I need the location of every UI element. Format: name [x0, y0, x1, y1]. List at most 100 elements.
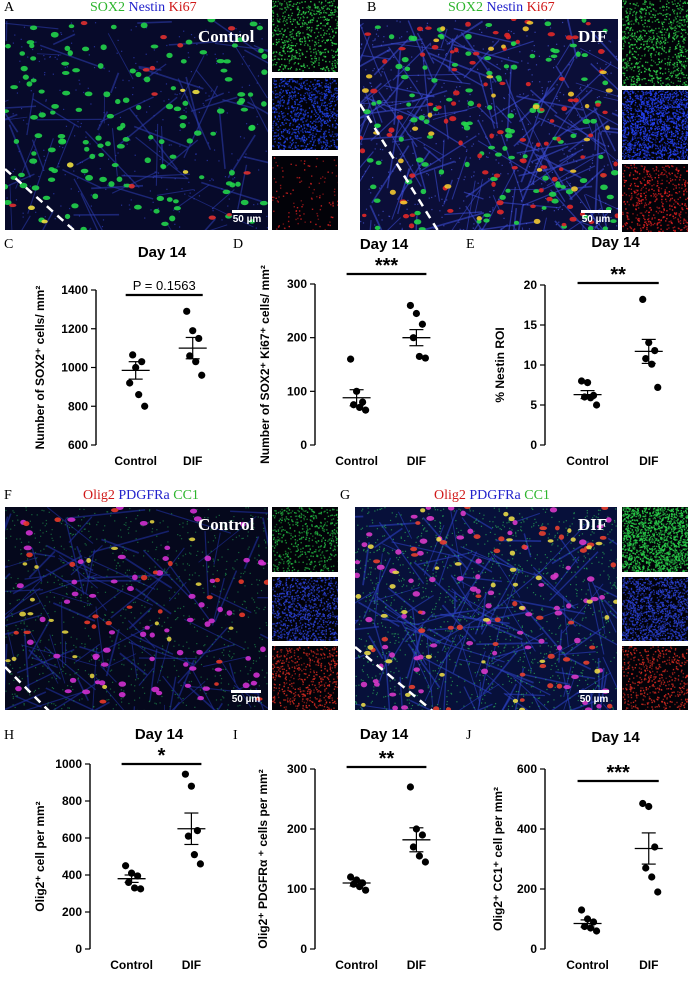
data-point — [577, 377, 586, 385]
y-tick-label: 1200 — [61, 322, 88, 336]
scale-bar-g: 50 µm — [574, 690, 614, 705]
y-tick-label: 600 — [62, 831, 82, 845]
thumb-g-red — [622, 646, 688, 710]
panel-letter-h: H — [4, 728, 15, 743]
data-point — [406, 301, 414, 310]
micrograph-texture — [5, 19, 268, 230]
y-tick-label: 600 — [68, 438, 88, 452]
data-point — [135, 391, 143, 399]
thumb-f-green — [272, 507, 338, 572]
y-tick-label: 0 — [300, 438, 307, 452]
data-point — [654, 888, 662, 896]
chart-title: Day 14 — [591, 729, 640, 746]
channel-thumbnail — [272, 577, 338, 641]
chart-e-nestin-roi: Day 14 % Nestin ROI 0 5 10 15 20 Control DIF ** — [493, 234, 663, 468]
stain-pdgfra: PDGFRa — [118, 488, 170, 503]
panel-letter-e: E — [466, 237, 475, 252]
chart-j-olig2-cc1-density: Day 14 Olig2⁺ CC1⁺ cell per mm² 0 200 400 600… — [491, 729, 663, 972]
data-point — [648, 873, 656, 881]
data-point — [131, 884, 139, 892]
y-tick-label: 200 — [287, 331, 307, 345]
thumb-a-blue — [272, 78, 338, 150]
y-tick-label: 1400 — [61, 283, 88, 297]
data-point — [654, 383, 662, 391]
panel-letter-g: G — [340, 488, 351, 503]
chart-title: Day 14 — [138, 244, 187, 261]
data-point — [137, 885, 145, 893]
stain-title-f: Olig2 PDGFRa CC1 — [83, 488, 199, 504]
y-tick-label: 15 — [524, 318, 538, 332]
x-tick-label: DIF — [639, 958, 658, 972]
condition-label-b: DIF — [578, 27, 608, 46]
x-tick-label: Control — [335, 958, 378, 972]
data-point — [639, 799, 647, 808]
x-tick-label: DIF — [182, 958, 201, 972]
y-tick-label: 200 — [517, 882, 537, 896]
data-point — [347, 355, 355, 363]
data-point — [126, 379, 134, 387]
data-point — [189, 327, 197, 335]
micrograph-texture — [5, 507, 268, 710]
significance-annotation: *** — [606, 762, 630, 784]
data-point — [186, 352, 194, 360]
y-tick-label: 0 — [300, 942, 307, 956]
scale-bar-a: 50 µm — [228, 210, 266, 225]
y-axis-label: Olig2⁺ PDGFRα ⁺ cells per mm² — [256, 769, 270, 948]
data-point — [648, 360, 656, 368]
data-point — [134, 872, 142, 880]
y-tick-label: 400 — [62, 868, 82, 882]
y-axis-label: Number of SOX2⁺ Ki67⁺ cells/ mm² — [258, 265, 272, 464]
data-point — [181, 770, 189, 778]
stain-ki67: Ki67 — [526, 0, 555, 15]
data-point — [187, 782, 195, 790]
chart-title: Day 14 — [360, 726, 409, 743]
stain-ki67: Ki67 — [168, 0, 197, 15]
stain-cc1: CC1 — [173, 488, 199, 503]
panel-letter-i: I — [233, 728, 238, 743]
y-tick-label: 0 — [530, 942, 537, 956]
channel-thumbnail — [272, 507, 338, 572]
thumb-b-blue — [622, 90, 688, 160]
y-axis-label: Olig2⁺ CC1⁺ cell per mm² — [491, 787, 505, 931]
data-point — [642, 864, 650, 872]
thumb-a-red — [272, 156, 338, 230]
thumb-f-red — [272, 646, 338, 710]
significance-annotation: ** — [379, 748, 395, 770]
stain-sox2: SOX2 — [90, 0, 126, 15]
data-point — [412, 309, 420, 318]
thumb-f-blue — [272, 577, 338, 641]
data-point — [421, 858, 429, 866]
x-tick-label: DIF — [639, 454, 658, 468]
scale-bar-b: 50 µm — [577, 210, 615, 225]
y-tick-label: 10 — [524, 358, 538, 372]
chart-title: Day 14 — [360, 236, 409, 253]
y-tick-label: 800 — [62, 794, 82, 808]
data-point — [193, 827, 201, 835]
y-axis-label: Olig2⁺ cell per mm² — [33, 801, 47, 911]
significance-annotation: * — [158, 745, 166, 767]
panel-letter-b: B — [367, 0, 377, 15]
data-point — [583, 379, 592, 387]
data-point — [642, 355, 650, 363]
condition-label-f: Control — [198, 515, 255, 534]
data-point — [409, 843, 417, 851]
data-point — [418, 320, 426, 328]
panel-letter-a: A — [4, 0, 15, 15]
x-tick-label: Control — [110, 958, 153, 972]
panel-letter-d: D — [233, 237, 244, 252]
data-point — [362, 406, 370, 414]
data-point — [415, 352, 423, 361]
x-tick-label: Control — [566, 958, 609, 972]
data-point — [359, 398, 367, 406]
data-point — [577, 906, 586, 914]
significance-annotation: ** — [610, 264, 626, 286]
data-point — [415, 852, 423, 860]
data-point — [129, 351, 137, 359]
data-point — [583, 915, 592, 923]
significance-annotation: *** — [375, 255, 399, 277]
chart-i-olig2-pdgfra-density: Day 14 Olig2⁺ PDGFRα ⁺ cells per mm² 0 100 2… — [256, 726, 431, 972]
micrograph-texture — [360, 19, 618, 230]
thumb-g-green — [622, 507, 688, 572]
data-point — [639, 295, 647, 303]
y-tick-label: 0 — [530, 438, 537, 452]
